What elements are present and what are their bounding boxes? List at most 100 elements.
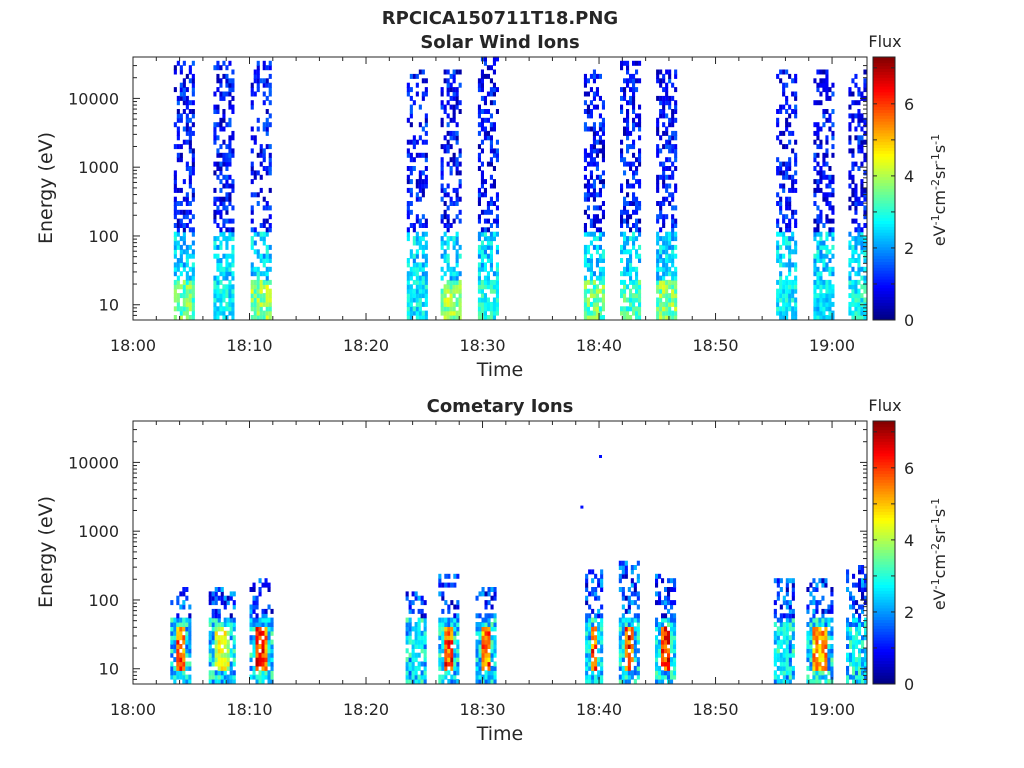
heatmap-cell — [487, 679, 491, 684]
heatmap-cell — [620, 87, 624, 93]
heatmap-cell — [854, 192, 858, 198]
heatmap-cell — [424, 139, 428, 145]
heatmap-cell — [635, 236, 639, 242]
heatmap-cell — [629, 306, 633, 312]
heatmap-cell — [819, 240, 823, 246]
heatmap-cell — [629, 227, 633, 233]
colorbar-swatch — [873, 115, 895, 119]
heatmap-cell — [600, 665, 604, 671]
heatmap-cell — [827, 617, 831, 623]
heatmap-cell — [828, 266, 832, 272]
heatmap-cell — [449, 130, 453, 136]
heatmap-cell — [176, 100, 180, 106]
heatmap-cell — [627, 635, 631, 641]
heatmap-cell — [674, 223, 678, 228]
heatmap-cell — [477, 301, 481, 307]
heatmap-cell — [595, 205, 599, 211]
heatmap-cell — [813, 78, 817, 84]
heatmap-cell — [776, 73, 780, 79]
heatmap-cell — [662, 201, 666, 206]
heatmap-cell — [253, 69, 257, 75]
heatmap-cell — [231, 244, 235, 250]
heatmap-cell — [855, 582, 859, 588]
heatmap-cell — [176, 284, 180, 290]
heatmap-cell — [621, 587, 625, 592]
heatmap-cell — [173, 201, 177, 206]
heatmap-cell — [229, 661, 233, 667]
heatmap-cell — [250, 315, 254, 320]
heatmap-cell — [409, 152, 413, 158]
heatmap-cell — [412, 258, 416, 263]
heatmap-cell — [854, 301, 858, 307]
heatmap-cells — [170, 455, 868, 684]
heatmap-cell — [182, 227, 186, 233]
heatmap-cell — [249, 635, 253, 641]
heatmap-cell — [188, 315, 192, 320]
heatmap-cell — [848, 104, 852, 110]
heatmap-cell — [182, 284, 186, 290]
heatmap-cell — [673, 600, 677, 606]
heatmap-cell — [185, 622, 189, 627]
heatmap-cell — [412, 279, 416, 285]
heatmap-cell — [831, 152, 835, 158]
heatmap-cell — [656, 148, 660, 154]
heatmap-cell — [415, 297, 419, 303]
heatmap-cell — [418, 223, 422, 228]
heatmap-cell — [857, 271, 861, 277]
heatmap-cell — [788, 244, 792, 250]
heatmap-cell — [830, 591, 834, 597]
heatmap-cell — [450, 626, 454, 632]
heatmap-cell — [668, 284, 672, 290]
heatmap-cell — [585, 674, 589, 680]
heatmap-cell — [486, 201, 490, 206]
heatmap-cell — [417, 644, 421, 649]
heatmap-cell — [785, 293, 789, 299]
heatmap-cell — [626, 109, 630, 114]
heatmap-cell — [173, 622, 177, 627]
heatmap-cell — [492, 279, 496, 285]
heatmap-cell — [589, 293, 593, 299]
colorbar-frame — [872, 420, 896, 685]
heatmap-cell — [188, 652, 192, 658]
heatmap-cell — [453, 652, 457, 658]
heatmap-cell — [785, 262, 789, 268]
heatmap-cell — [583, 100, 587, 106]
heatmap-cell — [601, 201, 605, 206]
heatmap-cell — [788, 657, 792, 663]
heatmap-cell — [813, 166, 817, 171]
heatmap-cell — [621, 674, 625, 680]
heatmap-cell — [630, 648, 634, 654]
heatmap-cell — [665, 183, 669, 189]
heatmap-cell — [854, 218, 858, 224]
heatmap-cell — [253, 266, 257, 272]
heatmap-cell — [406, 148, 410, 154]
heatmap-cell — [623, 170, 627, 176]
heatmap-cell — [785, 166, 789, 171]
colorbar-swatch — [873, 421, 895, 425]
colorbar-swatch — [873, 264, 895, 268]
heatmap-cell — [828, 95, 832, 101]
heatmap-cell — [794, 244, 798, 250]
heatmap-cell — [662, 301, 666, 307]
heatmap-cell — [447, 639, 451, 645]
heatmap-cell — [176, 152, 180, 158]
heatmap-cell — [809, 648, 813, 654]
heatmap-cell — [831, 135, 835, 141]
heatmap-cell — [825, 174, 829, 180]
heatmap-cell — [583, 310, 587, 316]
heatmap-cell — [785, 284, 789, 290]
heatmap-cell — [256, 288, 260, 294]
heatmap-cell — [484, 644, 488, 649]
heatmap-cell — [776, 122, 780, 128]
heatmap-cell — [408, 665, 412, 671]
heatmap-cell — [490, 587, 494, 592]
heatmap-cell — [857, 100, 861, 106]
heatmap-cell — [791, 591, 795, 597]
heatmap-cell — [825, 293, 829, 299]
heatmap-cell — [228, 135, 232, 141]
heatmap-cell — [667, 578, 671, 584]
heatmap-cell — [176, 661, 180, 667]
heatmap-cell — [408, 670, 412, 676]
heatmap-cell — [219, 244, 223, 250]
heatmap-cell — [671, 113, 675, 119]
